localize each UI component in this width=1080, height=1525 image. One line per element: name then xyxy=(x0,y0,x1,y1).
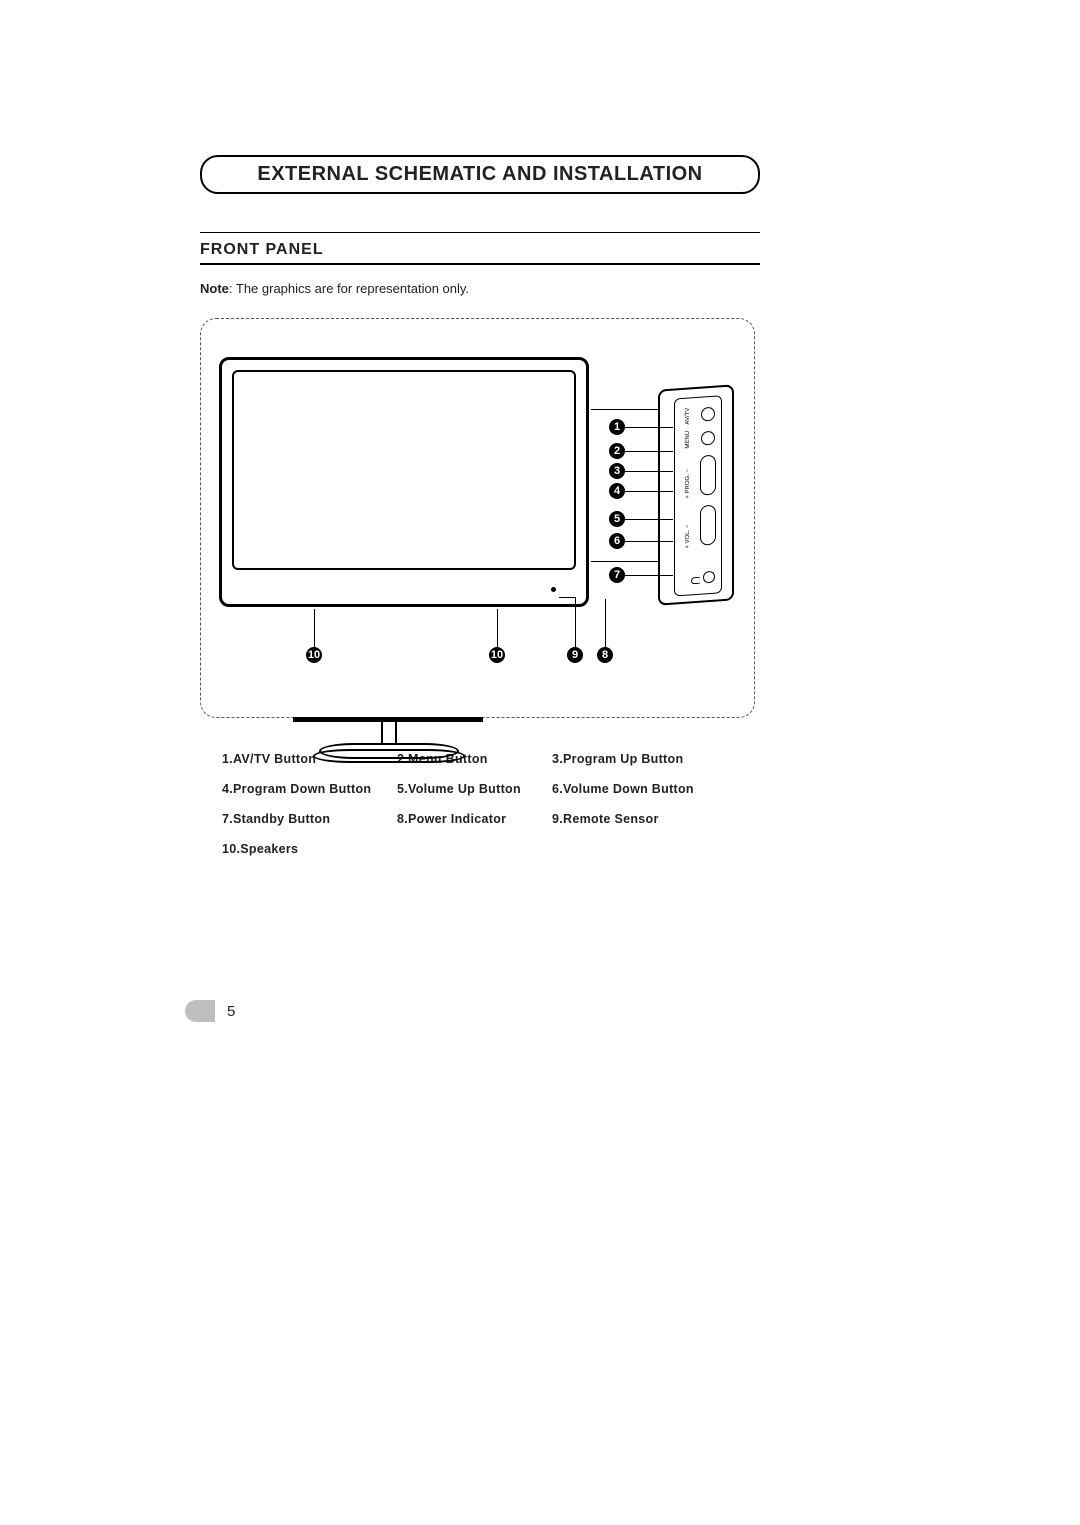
legend-item: 5.Volume Up Button xyxy=(397,774,552,804)
callout-8-num: 8 xyxy=(602,649,608,661)
page-number-wrap: 5 xyxy=(185,1000,235,1022)
legend-item: 10.Speakers xyxy=(222,834,397,864)
legend-item: 6.Volume Down Button xyxy=(552,774,732,804)
lead-5 xyxy=(625,519,673,520)
callout-7-num: 7 xyxy=(614,569,620,581)
lead-4 xyxy=(625,491,673,492)
legend-item: 9.Remote Sensor xyxy=(552,804,732,834)
legend-row: 4.Program Down Button 5.Volume Up Button… xyxy=(222,774,760,804)
callout-1-num: 1 xyxy=(614,421,620,433)
lead-3 xyxy=(625,471,673,472)
page-number-cap xyxy=(185,1000,215,1022)
callout-9-num: 9 xyxy=(572,649,578,661)
tv-stand-neck xyxy=(381,719,397,743)
tv-bottom-strip xyxy=(234,585,574,591)
tv-screen xyxy=(232,370,576,570)
lead-8 xyxy=(605,599,606,647)
legend-item: 3.Program Up Button xyxy=(552,744,732,774)
legend-item: 7.Standby Button xyxy=(222,804,397,834)
panel-label-vol: + VOL. − xyxy=(685,524,691,548)
callout-7: 7 xyxy=(609,567,625,583)
lead-9 xyxy=(575,597,576,647)
callout-10a-num: 10 xyxy=(308,649,320,661)
legend-row: 7.Standby Button 8.Power Indicator 9.Rem… xyxy=(222,804,760,834)
callout-10b: 10 xyxy=(489,647,505,663)
callout-10b-num: 10 xyxy=(491,649,503,661)
legend-list: 1.AV/TV Button 2.Menu Button 3.Program U… xyxy=(222,744,760,864)
panel-label-menu: MENU xyxy=(685,431,691,449)
legend-item: 4.Program Down Button xyxy=(222,774,397,804)
standby-button-icon xyxy=(703,571,715,584)
button-panel: AV/TV MENU + PROG. − + VOL. − xyxy=(658,384,734,605)
note-body: : The graphics are for representation on… xyxy=(229,281,469,296)
callout-5: 5 xyxy=(609,511,625,527)
sensor-dot xyxy=(551,587,556,592)
callout-3: 3 xyxy=(609,463,625,479)
callout-2: 2 xyxy=(609,443,625,459)
note-text: Note: The graphics are for representatio… xyxy=(200,281,760,296)
vol-rocker-icon xyxy=(700,505,716,546)
tv-body xyxy=(219,357,589,607)
lead-side2 xyxy=(591,409,659,410)
section-header: EXTERNAL SCHEMATIC AND INSTALLATION xyxy=(200,155,760,194)
tv-stand-base2 xyxy=(313,749,465,763)
lead-6 xyxy=(625,541,673,542)
prog-rocker-icon xyxy=(700,455,716,496)
button-panel-inner: AV/TV MENU + PROG. − + VOL. − xyxy=(674,395,722,596)
lead-side xyxy=(591,561,659,562)
lead-2 xyxy=(625,451,673,452)
lead-10b xyxy=(497,609,498,647)
callout-9: 9 xyxy=(567,647,583,663)
legend-row: 1.AV/TV Button 2.Menu Button 3.Program U… xyxy=(222,744,760,774)
legend-row: 10.Speakers xyxy=(222,834,760,864)
tv-stand xyxy=(319,719,459,763)
callout-8: 8 xyxy=(597,647,613,663)
lead-10a xyxy=(314,609,315,647)
callout-6: 6 xyxy=(609,533,625,549)
note-label: Note xyxy=(200,281,229,296)
legend-item: 8.Power Indicator xyxy=(397,804,552,834)
panel-label-avtv: AV/TV xyxy=(685,407,691,424)
avtv-button-icon xyxy=(701,407,715,422)
schematic-diagram: AV/TV MENU + PROG. − + VOL. − 1 2 3 4 5 … xyxy=(200,318,755,718)
section-header-text: EXTERNAL SCHEMATIC AND INSTALLATION xyxy=(257,163,702,185)
lead-7 xyxy=(625,575,673,576)
callout-6-num: 6 xyxy=(614,535,620,547)
page-number: 5 xyxy=(215,1003,235,1020)
callout-5-num: 5 xyxy=(614,513,620,525)
lead-1 xyxy=(625,427,673,428)
subsection-title: FRONT PANEL xyxy=(200,237,760,263)
rule-bottom xyxy=(200,263,760,265)
rule-top xyxy=(200,232,760,233)
callout-4-num: 4 xyxy=(614,485,620,497)
menu-button-icon xyxy=(701,431,715,446)
callout-1: 1 xyxy=(609,419,625,435)
callout-3-num: 3 xyxy=(614,465,620,477)
panel-label-prog: + PROG. − xyxy=(685,469,691,499)
callout-4: 4 xyxy=(609,483,625,499)
callout-10a: 10 xyxy=(306,647,322,663)
manual-page: EXTERNAL SCHEMATIC AND INSTALLATION FRON… xyxy=(200,155,760,864)
callout-2-num: 2 xyxy=(614,445,620,457)
lead-9h xyxy=(559,597,575,598)
